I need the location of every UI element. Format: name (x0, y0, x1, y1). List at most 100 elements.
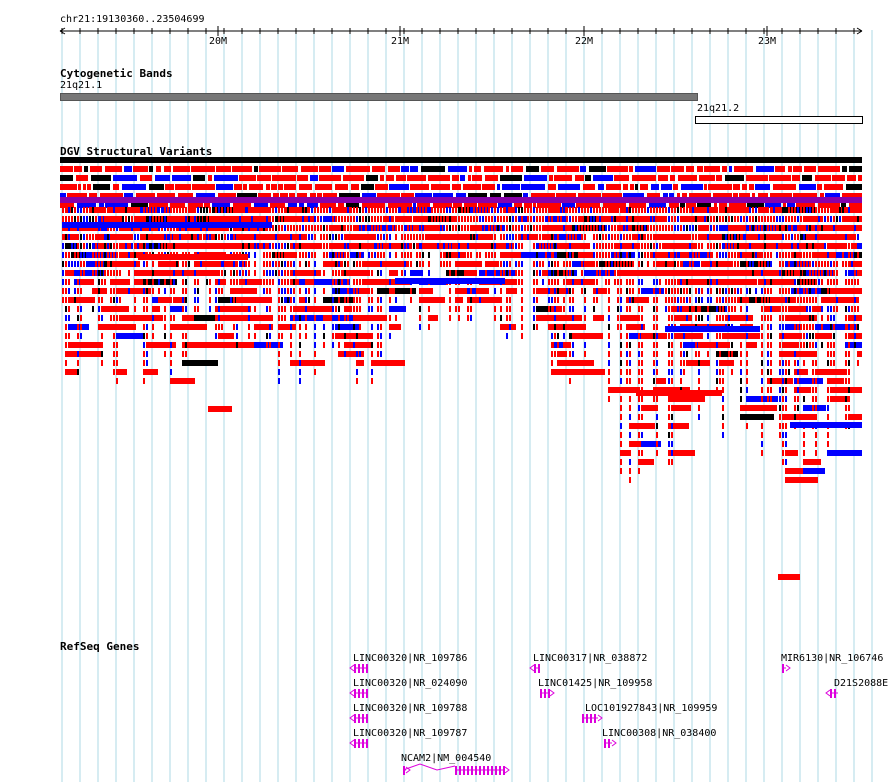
variant-bar (377, 261, 379, 267)
variant-bar (680, 396, 682, 402)
variant-bar (206, 261, 208, 267)
variant-bar (719, 342, 721, 348)
variant-bar (833, 369, 835, 375)
variant-bar (629, 297, 631, 303)
variant-bar (380, 288, 382, 294)
variant-bar (377, 193, 400, 199)
variant-bar (62, 252, 64, 258)
variant-bar (854, 279, 856, 285)
variant-bar (785, 423, 787, 429)
variant-bar (482, 225, 484, 231)
variant-bar (800, 324, 802, 330)
gene-label[interactable]: LINC00320|NR_109786 (353, 653, 468, 664)
variant-bar (113, 333, 115, 339)
variant-bar (346, 202, 359, 208)
variant-bar (671, 288, 673, 294)
cytoband-label-21q21-1: 21q21.1 (60, 80, 103, 91)
variant-bar (470, 252, 472, 258)
variant-bar (656, 252, 658, 258)
gene-exon (594, 714, 596, 723)
variant-bar (722, 405, 724, 411)
variant-bar (566, 243, 568, 249)
gene-label[interactable]: LINC01425|NR_109958 (538, 678, 653, 689)
variant-bar (386, 216, 388, 222)
gene-label[interactable]: LINC00320|NR_109788 (353, 703, 468, 714)
gene-label[interactable]: MIR6130|NR_106746 (781, 653, 884, 664)
variant-bar (389, 324, 401, 330)
gene-exon (354, 689, 356, 698)
variant-bar (498, 202, 512, 208)
refseq-gene-glyphs[interactable] (0, 660, 890, 782)
variant-bar (767, 225, 769, 231)
variant-bar (761, 207, 763, 213)
cytoband-21q21-1[interactable] (60, 93, 698, 101)
gene-label[interactable]: LINC00320|NR_109787 (353, 728, 468, 739)
variant-bar (782, 297, 784, 303)
variant-bar (74, 270, 105, 276)
variant-bar (122, 234, 124, 240)
gene-label[interactable]: LINC00317|NR_038872 (533, 653, 648, 664)
variant-bar (851, 297, 853, 303)
variant-bar (704, 184, 707, 190)
variant-bar (401, 252, 403, 258)
variant-bar (485, 175, 498, 181)
variant-bar (785, 252, 787, 258)
variant-bar (596, 261, 598, 267)
variant-bar (494, 216, 496, 222)
gene-label[interactable]: LOC101927843|NR_109959 (585, 703, 718, 714)
gene-label[interactable]: LINC00308|NR_038400 (602, 728, 717, 739)
variant-bar (662, 243, 697, 249)
variant-bar (581, 261, 583, 267)
variant-bar (629, 342, 631, 348)
variant-bar (395, 297, 397, 303)
position-ruler[interactable]: 20M 21M 22M 23M (0, 24, 890, 50)
gene-label[interactable]: D21S2088E (834, 678, 889, 689)
variant-bar (290, 297, 292, 303)
gene-label[interactable]: NCAM2|NM_004540 (401, 753, 492, 764)
variant-bar (593, 279, 595, 285)
gene-label[interactable]: LINC00320|NR_024090 (353, 678, 468, 689)
variant-bar (626, 315, 628, 321)
variant-bar (146, 261, 148, 267)
variant-bar (347, 324, 349, 330)
variant-bar (254, 243, 256, 249)
variant-bar (301, 166, 318, 172)
variant-bar (221, 288, 223, 294)
cytoband-21q21-2[interactable] (695, 116, 863, 124)
variant-bar (233, 202, 251, 208)
variant-bar (344, 333, 346, 339)
variant-bar (783, 202, 786, 208)
dgv-variants-track[interactable] (0, 157, 890, 607)
variant-bar (794, 414, 796, 420)
variant-bar (299, 288, 301, 294)
variant-bar (89, 243, 91, 249)
gene-exon (590, 714, 592, 723)
variant-bar (521, 324, 523, 330)
variant-bar (827, 360, 829, 366)
variant-bar (551, 207, 553, 213)
variant-bar (258, 193, 271, 199)
variant-bar (461, 234, 463, 240)
variant-bar (164, 216, 166, 222)
variant-bar (743, 216, 745, 222)
variant-bar (836, 234, 838, 240)
variant-bar (764, 279, 766, 285)
variant-bar (175, 184, 191, 190)
variant-bar (566, 234, 568, 240)
variant-bar (470, 288, 472, 294)
variant-bar (266, 306, 268, 312)
variant-bar (791, 279, 793, 285)
variant-bar (248, 243, 250, 249)
variant-bar (437, 243, 439, 249)
variant-bar (473, 207, 475, 213)
variant-bar (620, 261, 622, 267)
variant-bar (152, 216, 154, 222)
variant-bar (806, 342, 808, 348)
variant-bar (221, 243, 223, 249)
variant-bar (485, 234, 487, 240)
variant-bar (353, 261, 355, 267)
variant-bar (239, 243, 241, 249)
variant-bar (668, 333, 670, 339)
variant-bar (314, 234, 316, 240)
variant-bar (146, 306, 148, 312)
